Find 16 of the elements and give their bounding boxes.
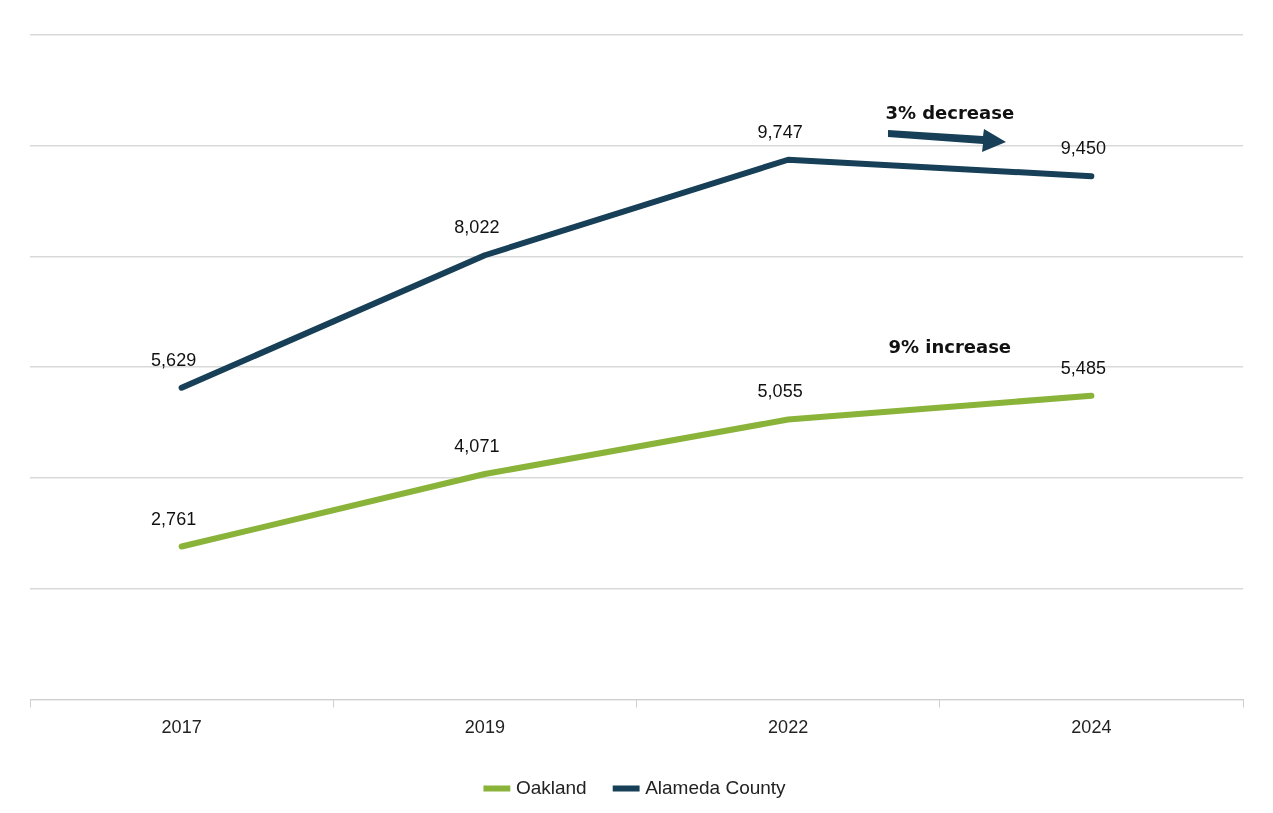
- legend-label: Oakland: [515, 776, 587, 798]
- annotation: 9% increase: [888, 336, 1012, 358]
- text: 3% decrease: [885, 101, 1015, 123]
- data-label: 9,747: [757, 121, 803, 142]
- data-label: 9,450: [1060, 138, 1106, 159]
- x-tick-label: 2017: [161, 717, 202, 738]
- data-label: 5,485: [1060, 357, 1106, 378]
- data-label: 4,071: [454, 435, 500, 456]
- x-tick-label: 2022: [768, 717, 809, 738]
- x-tick-label: 2024: [1071, 717, 1112, 738]
- legend-label: Alameda County: [645, 776, 787, 798]
- data-label: 5,629: [151, 349, 197, 370]
- data-label: 2,761: [151, 508, 197, 529]
- x-tick-label: 2019: [464, 717, 505, 738]
- data-label: 8,022: [454, 217, 500, 238]
- data-label: 5,055: [757, 381, 803, 402]
